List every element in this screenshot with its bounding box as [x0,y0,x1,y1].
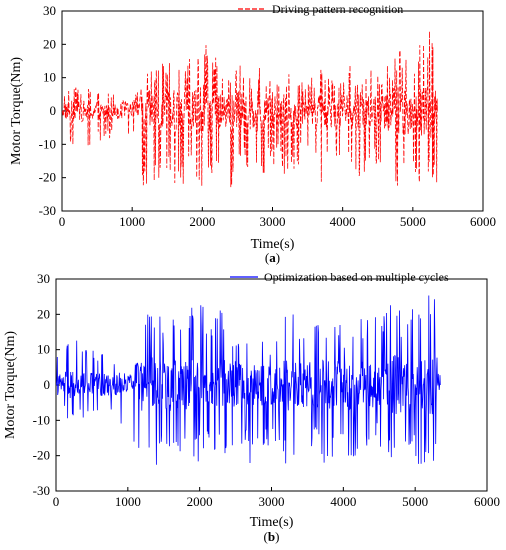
x-tick-label: 6000 [470,214,496,229]
y-tick-label: 30 [43,3,56,18]
chart-panel-b: -30 -20 -10 0 10 20 30 0 1000 2000 3000 4000 5000 600… [3,270,500,544]
x-tick-label: 5000 [402,494,428,509]
series-line [56,295,441,465]
x-tick-label: 2000 [187,494,213,509]
x-tick-label: 4000 [330,214,356,229]
panel-caption: (a) [265,250,280,265]
x-tick-label: 3000 [260,214,286,229]
y-axis-label: Motor Torque(Nm) [9,57,24,165]
y-tick-label: -10 [33,412,50,427]
y-tick-label: 10 [43,70,56,85]
x-axis-label: Time(s) [251,237,295,252]
x-tick-label: 2000 [189,214,215,229]
y-tick-label: 30 [37,271,50,286]
series-line [62,31,438,188]
legend-label: Driving pattern recognition [272,2,403,16]
y-tick-label: -30 [39,203,56,218]
y-tick-label: 20 [37,306,50,321]
y-tick-label: 20 [43,36,56,51]
y-tick-label: 0 [50,103,57,118]
x-tick-label: 3000 [259,494,285,509]
y-axis-label: Motor Torque(Nm) [3,331,18,439]
chart-panel-a: -30 -20 -10 0 10 20 30 0 1000 2000 3000 4000 5000 600… [9,2,496,265]
x-tick-label: 1000 [115,494,141,509]
y-tick-label: -20 [33,448,50,463]
x-tick-label: 1000 [119,214,145,229]
x-axis-label: Time(s) [250,515,294,530]
y-tick-label: -20 [39,170,56,185]
legend-label: Optimization based on multiple cycles [264,270,449,284]
y-tick-label: 10 [37,342,50,357]
x-tick-label: 4000 [330,494,356,509]
y-tick-label: -10 [39,136,56,151]
x-tick-label: 0 [53,494,60,509]
y-tick-label: 0 [44,377,51,392]
x-tick-label: 0 [59,214,66,229]
y-tick-label: -30 [33,483,50,498]
x-tick-label: 5000 [400,214,426,229]
x-tick-label: 6000 [474,494,500,509]
panel-caption: (b) [264,529,280,544]
